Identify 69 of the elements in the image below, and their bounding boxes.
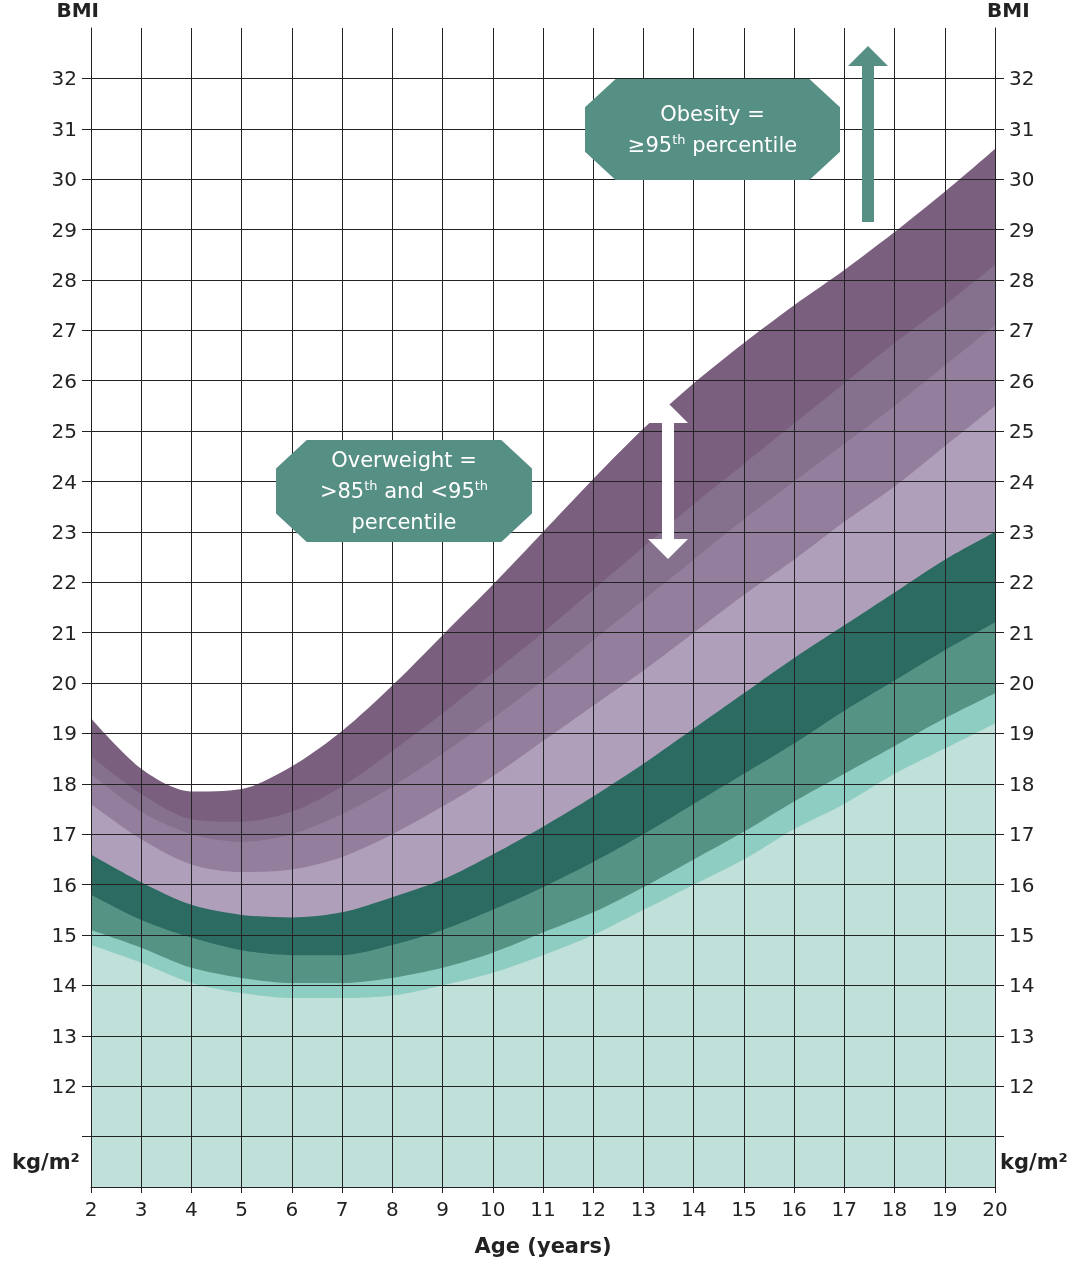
y2-tick-label: 30 — [1009, 167, 1035, 192]
y2-tick-label: 14 — [1009, 973, 1035, 998]
octagon-callout: Overweight = >85$^{th}$ and <95$^{th}$ percentile — [276, 440, 532, 542]
x-tick-label: 2 — [84, 1197, 98, 1221]
y-tick-label: 23 — [51, 519, 77, 544]
annotation: Obesity = ≥95$^{th}$ percentile — [627, 100, 798, 159]
y2-tick-label: 22 — [1009, 570, 1035, 595]
x-tick-label: 5 — [235, 1197, 249, 1221]
y2-tick-label: 32 — [1009, 66, 1035, 91]
x-tick-label: 10 — [480, 1197, 506, 1221]
y-tick-label: 29 — [51, 217, 77, 242]
y-tick-label: 18 — [51, 771, 77, 796]
y-tick-label: 13 — [51, 1023, 77, 1048]
y-tick-label: 21 — [51, 620, 77, 645]
y2-tick-label: 21 — [1009, 620, 1035, 645]
y2-tick-label: 20 — [1009, 671, 1035, 696]
y2-tick-label: 18 — [1009, 771, 1035, 796]
y-tick-label: 30 — [51, 167, 77, 192]
x-tick-label: 17 — [831, 1197, 858, 1221]
x-tick-label: 6 — [285, 1197, 299, 1221]
x-tick-label: 16 — [781, 1197, 807, 1221]
y2-tick-label: 26 — [1009, 368, 1035, 393]
x-tick-label: 9 — [436, 1197, 449, 1221]
y2-tick-label: 25 — [1009, 419, 1035, 444]
x-tick-label: 8 — [385, 1197, 399, 1221]
y-tick-label: 32 — [51, 66, 77, 91]
y-tick-label: 15 — [51, 923, 77, 948]
x-tick-label: 15 — [731, 1197, 757, 1221]
y-tick-label: 22 — [51, 570, 77, 595]
y2-tick-label: 16 — [1009, 872, 1035, 897]
y2-tick-label: 24 — [1009, 469, 1035, 494]
x-tick-label: 11 — [530, 1197, 556, 1221]
x-tick-label: 18 — [881, 1197, 908, 1221]
y-tick-label: 12 — [51, 1074, 77, 1099]
y-tick-label: 16 — [51, 872, 77, 897]
x-tick-label: 12 — [580, 1197, 606, 1221]
y2-tick-label: 15 — [1009, 923, 1035, 948]
text: kg/m² — [1000, 1150, 1068, 1174]
y-tick-label: 17 — [51, 822, 77, 847]
x-axis-title: Age (years) — [474, 1233, 612, 1258]
x-tick-label: 14 — [680, 1197, 707, 1221]
y2-tick-label: 19 — [1009, 721, 1035, 746]
y2-tick-label: 13 — [1009, 1023, 1035, 1048]
y2-axis-title: BMI — [987, 0, 1030, 22]
y-tick-label: 19 — [51, 721, 77, 746]
y-tick-label: 24 — [51, 469, 77, 494]
y-tick-label: 31 — [51, 116, 77, 141]
y2-tick-label: 29 — [1009, 217, 1035, 242]
y2-tick-label: 27 — [1009, 318, 1035, 343]
octagon-callout: Obesity = ≥95$^{th}$ percentile — [585, 79, 840, 180]
y2-tick-label: 31 — [1009, 116, 1035, 141]
y2-tick-label: 12 — [1009, 1074, 1035, 1099]
x-tick-label: 3 — [134, 1197, 148, 1221]
x-tick-label: 13 — [630, 1197, 657, 1221]
y2-tick-label: 17 — [1009, 822, 1035, 847]
y-tick-label: 25 — [51, 419, 77, 444]
y2-tick-label: 23 — [1009, 519, 1035, 544]
y-tick-label: 14 — [51, 973, 77, 998]
x-tick-label: 20 — [982, 1197, 1008, 1221]
y-tick-label: 28 — [51, 267, 77, 292]
y2-tick-label: 28 — [1009, 267, 1035, 292]
x-tick-label: 7 — [335, 1197, 349, 1221]
y-tick-label: 20 — [51, 671, 77, 696]
x-tick-label: 19 — [932, 1197, 958, 1221]
text: kg/m² — [12, 1150, 80, 1174]
x-tick-label: 4 — [185, 1197, 198, 1221]
y-axis-title: BMI — [56, 0, 99, 22]
y-tick-label: 26 — [51, 368, 77, 393]
y-tick-label: 27 — [51, 318, 77, 343]
